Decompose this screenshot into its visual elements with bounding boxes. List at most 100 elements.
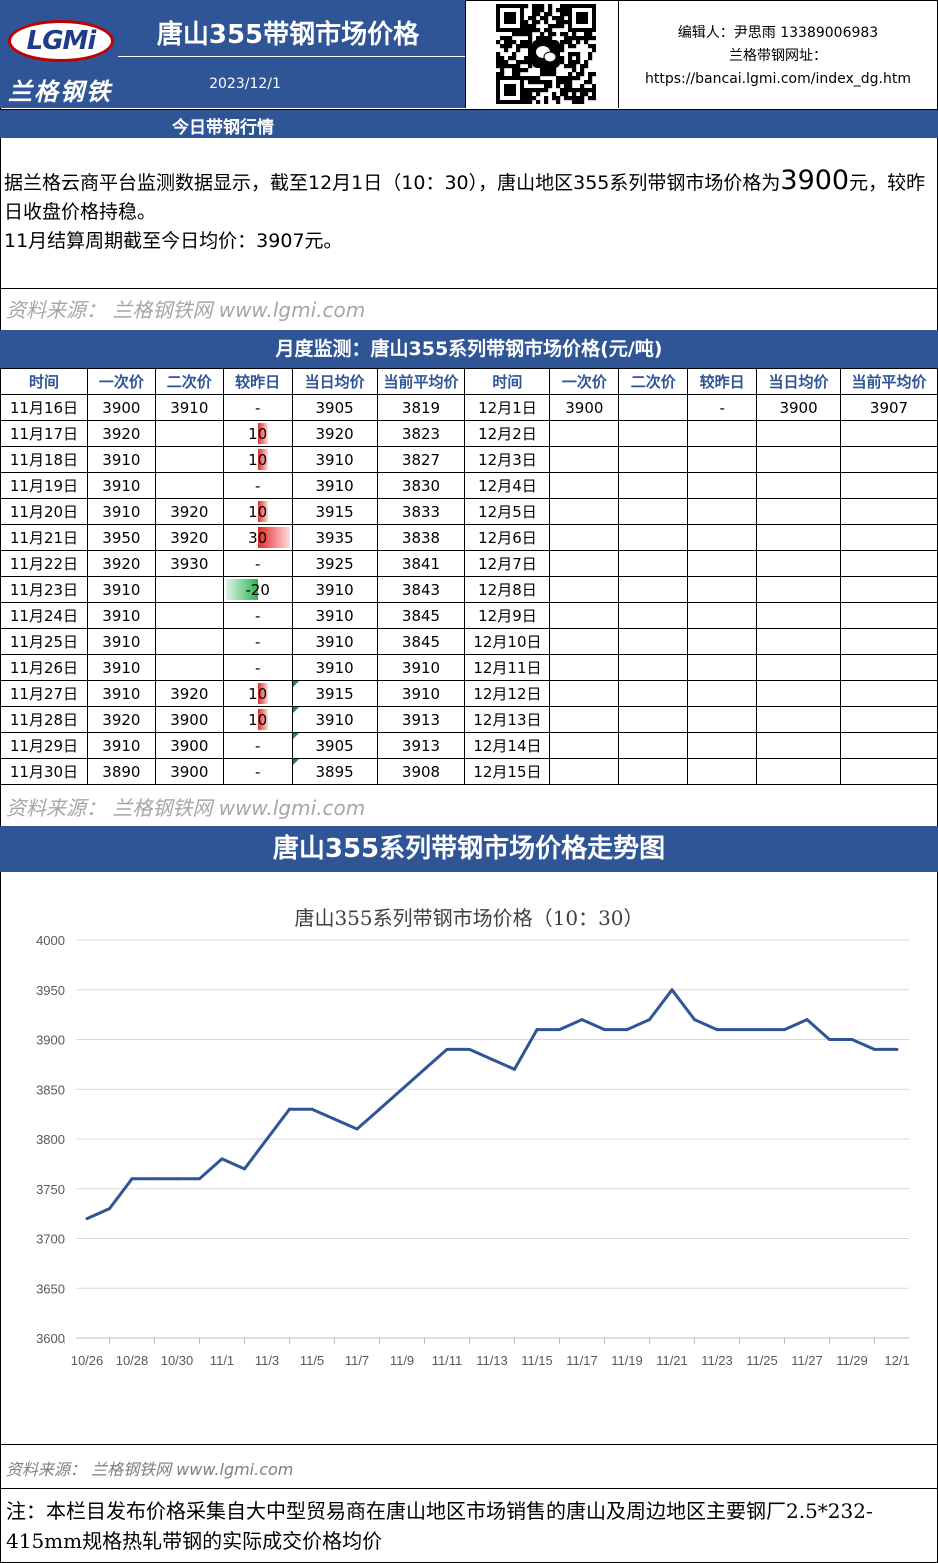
cell-value: 3910 xyxy=(315,580,354,599)
table-cell-date: 11月29日 xyxy=(0,732,88,759)
table-cell-cur xyxy=(840,732,938,759)
table-cell-avg: 3910 xyxy=(291,628,378,655)
cell-value: 12月7日 xyxy=(478,555,537,573)
monthly-band-title: 月度监测：唐山355系列带钢市场价格(元/吨) xyxy=(275,338,663,360)
cell-value: 3910 xyxy=(102,606,141,625)
chart-title: 唐山355系列带钢市场价格（10：30） xyxy=(294,906,644,930)
cell-value: 11月26日 xyxy=(9,659,79,677)
table-cell-avg: 3915 xyxy=(291,680,378,707)
table-cell-cur: 3819 xyxy=(376,394,466,421)
column-header: 当日均价 xyxy=(756,368,842,395)
table-cell-cur: 3845 xyxy=(376,628,466,655)
section-divider xyxy=(0,1444,938,1445)
table-cell-date: 12月6日 xyxy=(464,524,551,551)
cell-value: 3920 xyxy=(170,502,209,521)
table-cell-p1: 3910 xyxy=(86,576,156,603)
cell-value: 3915 xyxy=(315,502,354,521)
table-cell-cur xyxy=(840,550,938,577)
table-row: 11月20日 3910 3920 10 3915 3833 12月5日 xyxy=(0,498,938,525)
data-point xyxy=(580,1018,584,1022)
data-point xyxy=(198,1177,201,1181)
report-date: 2023/12/1 xyxy=(209,76,281,92)
table-cell-chg: - xyxy=(222,550,293,577)
table-cell-p1: 3920 xyxy=(86,420,156,447)
table-cell-avg xyxy=(756,576,842,603)
table-cell-cur: 3845 xyxy=(376,602,466,629)
table-cell-date: 12月8日 xyxy=(464,576,551,603)
table-cell-avg: 3910 xyxy=(291,472,378,499)
table-cell-p2: 3900 xyxy=(154,706,224,733)
column-header: 当前平均价 xyxy=(376,368,466,395)
table-cell-avg: 3910 xyxy=(291,446,378,473)
qr-code-icon xyxy=(496,4,596,104)
table-row: 11月19日 3910 - 3910 3830 12月4日 xyxy=(0,472,938,499)
cell-value: 11月19日 xyxy=(9,477,79,495)
header-divider xyxy=(618,0,619,108)
cell-value: 3910 xyxy=(102,502,141,521)
cell-value: - xyxy=(719,398,725,417)
table-cell-avg xyxy=(756,680,842,707)
cell-value: 11月24日 xyxy=(9,607,79,625)
data-point xyxy=(355,1127,359,1131)
data-point xyxy=(243,1167,246,1171)
x-tick-label: 11/7 xyxy=(345,1353,369,1368)
table-cell-cur: 3907 xyxy=(840,394,938,421)
cell-value: - xyxy=(254,554,261,573)
cell-value: 12月14日 xyxy=(473,737,542,755)
cell-value: 3910 xyxy=(315,632,354,651)
table-cell-chg: 30 xyxy=(222,524,293,551)
cell-value: 12月11日 xyxy=(473,659,542,677)
cell-value: 12月12日 xyxy=(473,685,542,703)
table-cell-date: 11月17日 xyxy=(0,420,88,447)
x-tick-label: 10/28 xyxy=(116,1353,149,1368)
table-cell-date: 11月19日 xyxy=(0,472,88,499)
table-cell-p1: 3950 xyxy=(86,524,156,551)
table-cell-p1: 3910 xyxy=(86,498,156,525)
table-cell-chg xyxy=(687,628,758,655)
data-point xyxy=(130,1177,134,1181)
table-row: 11月24日 3910 - 3910 3845 12月9日 xyxy=(0,602,938,629)
table-cell-cur xyxy=(840,602,938,629)
lgmi-logo: LGMi xyxy=(4,14,118,70)
cell-value: - xyxy=(254,476,261,495)
site-url-link[interactable]: https://bancai.lgmi.com/index_dg.htm xyxy=(644,71,912,87)
table-cell-p2 xyxy=(154,420,224,447)
table-header-row: 时间 一次价 二次价 较昨日 当日均价 当前平均价 时间 一次价 二次价 较昨日 当日均价 当前平均价 xyxy=(0,368,938,395)
cell-value: 3845 xyxy=(401,606,441,625)
cell-value: 12月3日 xyxy=(478,451,537,469)
cell-value: - xyxy=(254,736,261,755)
data-point xyxy=(265,1137,269,1141)
header-divider xyxy=(465,0,466,108)
x-tick-label: 11/13 xyxy=(476,1353,508,1368)
table-cell-p1: 3910 xyxy=(86,472,156,499)
table-cell-date: 12月10日 xyxy=(464,628,551,655)
table-cell-cur xyxy=(840,472,938,499)
data-point xyxy=(760,1028,764,1032)
x-tick-label: 10/26 xyxy=(71,1353,104,1368)
table-cell-p1: 3920 xyxy=(86,550,156,577)
table-cell-p1: 3890 xyxy=(86,758,156,785)
cell-value: 3900 xyxy=(102,398,141,417)
table-cell-avg xyxy=(756,602,842,629)
table-cell-p2 xyxy=(154,654,224,681)
table-cell-p2: 3930 xyxy=(154,550,224,577)
cell-value: 3910 xyxy=(315,476,354,495)
table-row: 11月27日 3910 3920 10 3915 3910 12月12日 xyxy=(0,680,938,707)
data-point xyxy=(220,1157,224,1161)
cell-value: 3910 xyxy=(102,736,141,755)
table-cell-p2 xyxy=(154,446,224,473)
table-cell-cur: 3843 xyxy=(376,576,466,603)
table-cell-chg: 10 xyxy=(222,706,293,733)
cell-value: 12月5日 xyxy=(478,503,537,521)
cell-flag-icon xyxy=(293,759,299,765)
table-cell-chg xyxy=(687,446,758,473)
table-cell-cur xyxy=(840,758,938,785)
table-row: 11月23日 3910 -20 3910 3843 12月8日 xyxy=(0,576,938,603)
cell-value: 3913 xyxy=(401,736,441,755)
table-cell-avg xyxy=(756,420,842,447)
table-cell-p2 xyxy=(154,602,224,629)
footnote: 注：本栏目发布价格采集自大中型贸易商在唐山地区市场销售的唐山及周边地区主要钢厂2… xyxy=(6,1499,873,1553)
table-cell-p2: 3900 xyxy=(154,758,224,785)
cell-value: 3925 xyxy=(315,554,354,573)
cell-value: 12月15日 xyxy=(473,763,542,781)
